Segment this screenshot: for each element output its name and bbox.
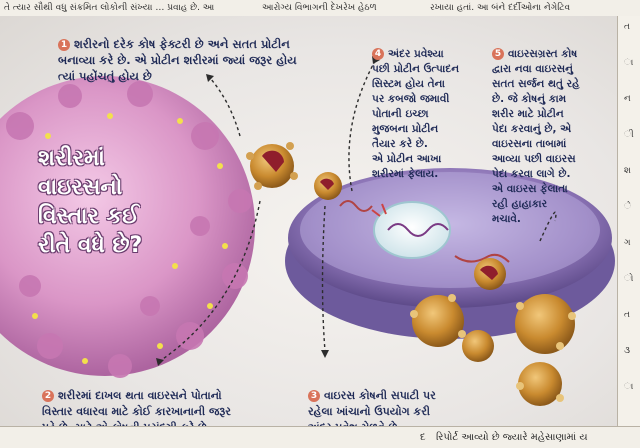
header-left-text: તે ત્યાર સૌથી વધુ સંક્રમિત લોકોની સંખ્યા… <box>4 3 215 13</box>
footer-strip: દ રિપોર્ટ આવ્યો છે જ્યારે મહેસાણામાં ય <box>0 426 640 448</box>
column-char: ન <box>624 94 631 104</box>
process-arrows <box>159 60 557 362</box>
step-5-text: વાઇરસગ્રસ્ત કોષ દ્વારા નવા વાઇરસનું સતત … <box>492 48 580 225</box>
step-4-text: અંદર પ્રવેશ્યા પછી પ્રોટીન ઉત્પાદન સિસ્ટ… <box>372 48 460 180</box>
step-2-caption: 2 શરીરમાં દાખલ થતા વાઇરસને પોતાનો વિસ્તાર… <box>42 372 312 426</box>
step-2-number: 2 <box>42 390 54 402</box>
column-char: ત <box>624 22 630 32</box>
header-strip: તે ત્યાર સૌથી વધુ સંક્રમિત લોકોની સંખ્યા… <box>0 0 640 17</box>
column-char: ે <box>624 202 632 212</box>
column-char: ા <box>624 382 634 392</box>
step-1-number: 1 <box>58 39 70 51</box>
adjacent-column: ત ા ન ી શ ે ગ ો ત ૩ ા <box>617 16 640 426</box>
header-right-text: રખાયા હતાં. આ બંને દર્દીઓના નેગેટિવ <box>430 3 571 13</box>
step-3-text: વાઇરસ કોષની સપાટી પર રહેલા ખાંચાનો ઉપયોગ… <box>308 389 436 426</box>
arrow-heads <box>156 56 380 366</box>
step-2-text: શરીરમાં દાખલ થતા વાઇરસને પોતાનો વિસ્તાર … <box>42 389 231 426</box>
infographic-illustration <box>0 56 615 406</box>
virus-exit-1 <box>474 258 506 290</box>
small-virus-1 <box>246 142 298 190</box>
footer-right-text: રિપોર્ટ આવ્યો છે જ્યારે મહેસાણામાં ય <box>436 432 588 443</box>
column-char: ી <box>624 130 634 140</box>
step-4-caption: 4 અંદર પ્રવેશ્યા પછી પ્રોટીન ઉત્પાદન સિસ્… <box>372 32 492 182</box>
footer-left-text: દ <box>420 432 426 443</box>
step-1-caption: 1 શરીરનો દરેક કોષ ફેક્ટરી છે અને સતત પ્રો… <box>58 20 358 84</box>
column-char: ગ <box>624 238 631 248</box>
step-1-text: શરીરનો દરેક કોષ ફેક્ટરી છે અને સતત પ્રોટ… <box>58 37 297 83</box>
step-3-number: 3 <box>308 390 320 402</box>
column-char: ત <box>624 310 630 320</box>
column-char: શ <box>624 166 631 176</box>
virus-cluster <box>410 294 576 406</box>
column-char: ા <box>624 58 634 68</box>
step-4-number: 4 <box>372 48 384 60</box>
step-3-caption: 3 વાઇરસ કોષની સપાટી પર રહેલા ખાંચાનો ઉપયો… <box>308 372 498 426</box>
step-5-number: 5 <box>492 48 504 60</box>
small-virus-2 <box>314 172 342 200</box>
infographic-panel: શરીરમાં વાઇરસનો વિસ્તાર કઈ રીતે વધે છે? … <box>0 16 617 426</box>
step-5-caption: 5 વાઇરસગ્રસ્ત કોષ દ્વારા નવા વાઇરસનું સતત… <box>492 32 616 227</box>
header-mid-text: આરોગ્ય વિભાગની દેખરેખ હેઠળ <box>262 3 377 13</box>
column-char: ૩ <box>624 346 630 356</box>
infographic-title: શરીરમાં વાઇરસનો વિસ્તાર કઈ રીતે વધે છે? <box>38 146 143 258</box>
column-char: ો <box>624 274 634 284</box>
